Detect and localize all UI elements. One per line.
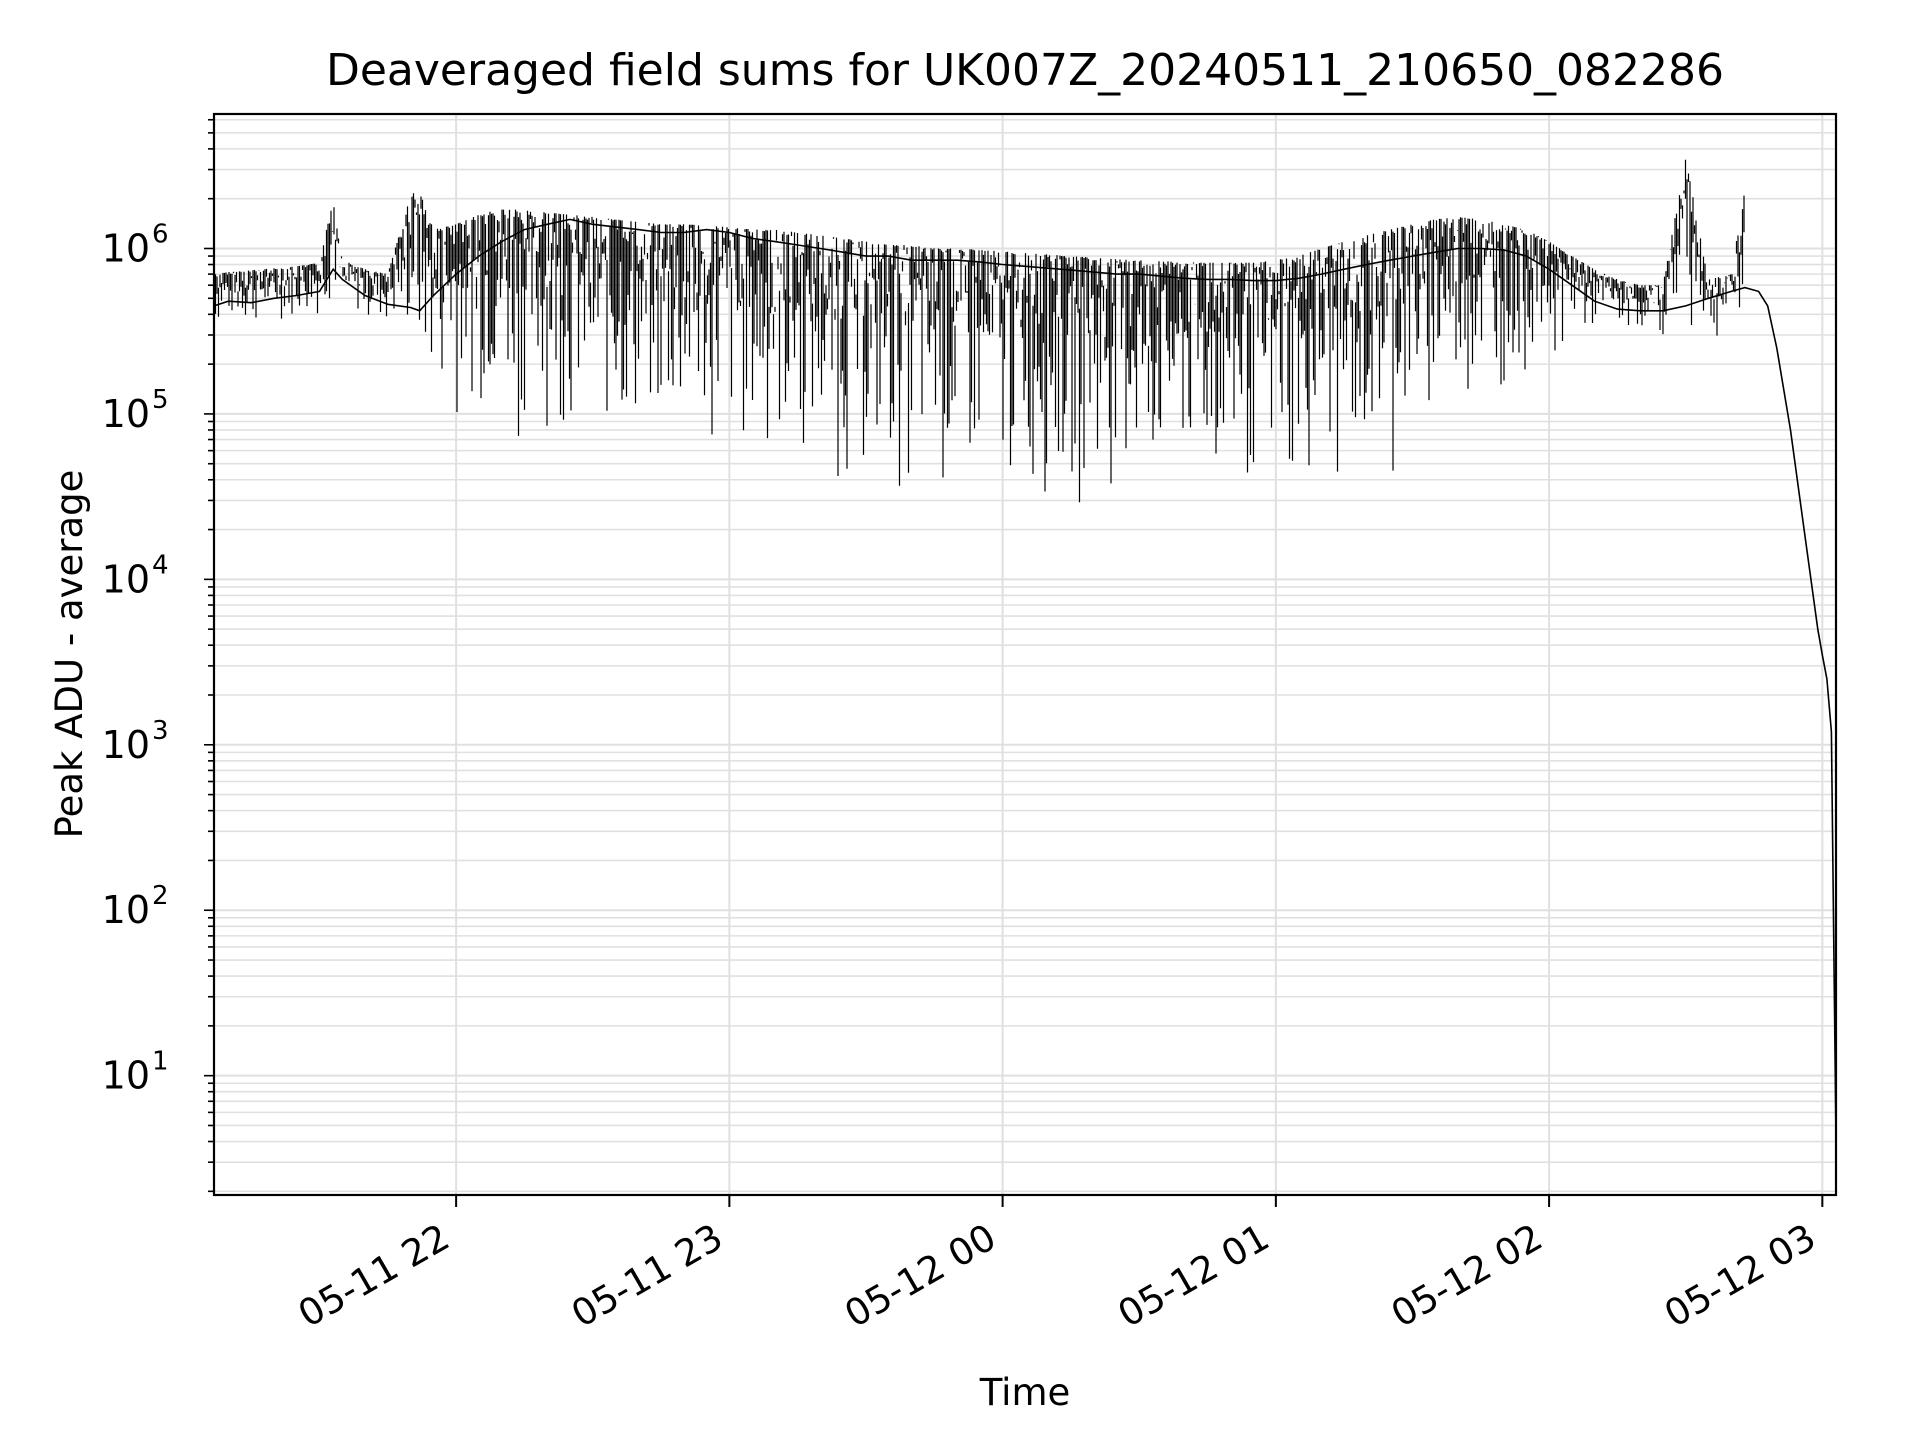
- y-tick-label: 10: [102, 226, 150, 270]
- plot-area-frame: [212, 112, 1838, 1197]
- series-line: [213, 218, 1837, 1142]
- y-tick-exponent: 6: [152, 219, 169, 249]
- y-tick-label: 10: [102, 392, 150, 436]
- grid-layer: [214, 114, 1836, 1195]
- y-tick-exponent: 4: [152, 550, 169, 580]
- y-tick-label: 10: [102, 723, 150, 767]
- y-tick-label: 10: [102, 888, 150, 932]
- y-tick-exponent: 2: [152, 881, 169, 911]
- chart-title: Deaveraged field sums for UK007Z_2024051…: [326, 45, 1724, 96]
- y-tick-exponent: 1: [152, 1047, 169, 1077]
- x-axis-label: Time: [979, 1371, 1071, 1414]
- y-tick-label: 10: [102, 1054, 150, 1098]
- y-tick-label: 10: [102, 557, 150, 601]
- y-tick-exponent: 3: [152, 716, 169, 746]
- y-axis-label: Peak ADU - average: [48, 470, 91, 839]
- y-tick-exponent: 5: [152, 385, 169, 415]
